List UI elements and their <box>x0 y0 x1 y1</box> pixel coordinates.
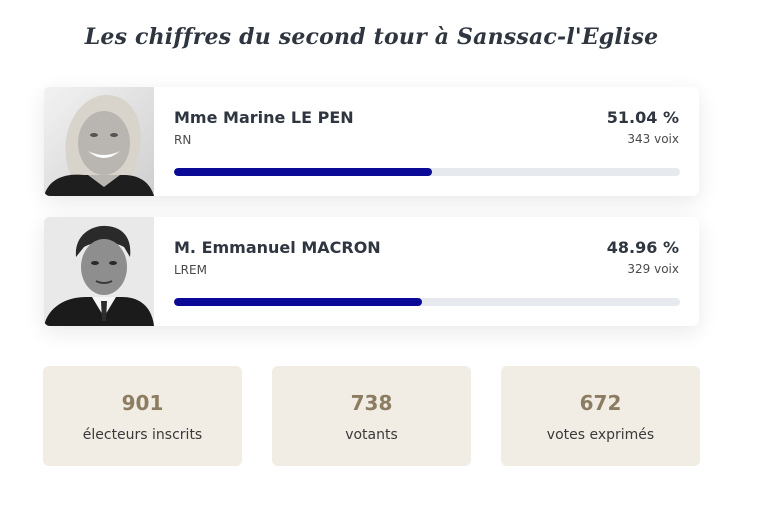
stat-label: votes exprimés <box>546 427 655 443</box>
candidate-card-macron: M. Emmanuel MACRON LREM 48.96 % 329 voix <box>44 217 699 326</box>
candidate-name: M. Emmanuel MACRON <box>174 238 381 257</box>
stat-voters: 738 votants <box>272 366 471 466</box>
stat-value: 901 <box>121 391 164 415</box>
candidate-portrait <box>44 87 154 196</box>
candidate-portrait <box>44 217 154 326</box>
candidate-votes: 343 voix <box>627 132 679 146</box>
candidate-percent: 51.04 % <box>606 108 679 127</box>
result-bar-fill <box>174 168 433 176</box>
result-bar-fill <box>174 298 422 306</box>
page-title: Les chiffres du second tour à Sanssac-l'… <box>84 24 659 50</box>
result-bar-track <box>174 298 680 306</box>
candidate-votes: 329 voix <box>627 262 679 276</box>
portrait-photo-icon <box>44 87 154 196</box>
stat-label: votants <box>345 427 398 443</box>
portrait-photo-icon <box>44 217 154 326</box>
candidate-name: Mme Marine LE PEN <box>174 108 354 127</box>
candidate-party: RN <box>174 133 192 147</box>
stat-label: électeurs inscrits <box>82 427 203 443</box>
result-bar-track <box>174 168 680 176</box>
stat-expressed-votes: 672 votes exprimés <box>501 366 700 466</box>
stat-value: 672 <box>579 391 622 415</box>
stat-registered-voters: 901 électeurs inscrits <box>43 366 242 466</box>
candidate-card-lepen: Mme Marine LE PEN RN 51.04 % 343 voix <box>44 87 699 196</box>
candidate-percent: 48.96 % <box>606 238 679 257</box>
candidate-party: LREM <box>174 263 207 277</box>
stat-value: 738 <box>350 391 393 415</box>
